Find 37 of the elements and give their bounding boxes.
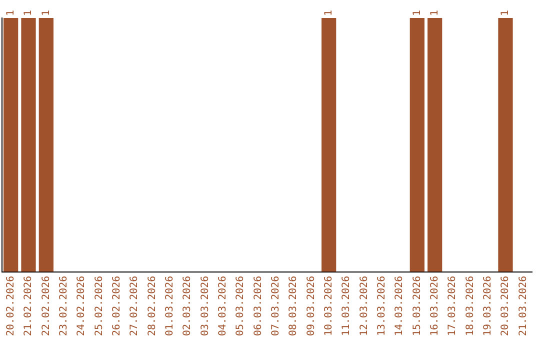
data-label: 1	[412, 10, 423, 16]
x-tick-label: 06.03.2026	[252, 276, 264, 336]
data-label: 1	[500, 10, 512, 16]
x-tick-label: 10.03.2026	[323, 276, 334, 336]
x-tick-label: 28.02.2026	[146, 276, 158, 336]
x-tick-label: 13.03.2026	[376, 276, 388, 336]
x-tick-label: 21.03.2026	[518, 276, 529, 336]
x-tick-label: 09.03.2026	[306, 276, 317, 336]
data-label: 1	[23, 10, 34, 16]
x-tick-label: 12.03.2026	[358, 276, 370, 336]
x-tick-label: 05.03.2026	[235, 276, 246, 336]
x-tick-label: 02.03.2026	[182, 276, 194, 336]
x-tick-label: 22.02.2026	[40, 276, 52, 336]
x-tick-label: 14.03.2026	[394, 276, 406, 336]
data-label: 1	[429, 10, 440, 16]
data-label: 1	[5, 10, 16, 16]
data-label: 1	[323, 10, 334, 16]
x-tick-label: 20.03.2026	[500, 276, 512, 336]
x-tick-label: 25.02.2026	[94, 276, 105, 336]
data-label: 1	[40, 10, 52, 16]
x-tick-label: 17.03.2026	[447, 276, 458, 336]
x-tick-label: 03.03.2026	[200, 276, 211, 336]
x-tick-label: 24.02.2026	[76, 276, 88, 336]
x-tick-label: 19.03.2026	[482, 276, 494, 336]
x-tick-label: 01.03.2026	[164, 276, 176, 336]
x-tick-label: 23.02.2026	[58, 276, 70, 336]
x-tick-label: 07.03.2026	[270, 276, 282, 336]
x-tick-label: 27.02.2026	[129, 276, 140, 336]
x-tick-label: 18.03.2026	[464, 276, 476, 336]
x-tick-label: 15.03.2026	[412, 276, 423, 336]
x-tick-label: 11.03.2026	[341, 276, 352, 336]
x-tick-label: 26.02.2026	[111, 276, 122, 336]
x-tick-label: 04.03.2026	[217, 276, 228, 336]
x-tick-label: 20.02.2026	[5, 276, 16, 336]
x-tick-label: 21.02.2026	[23, 276, 34, 336]
x-tick-label: 08.03.2026	[288, 276, 300, 336]
x-tick-label: 16.03.2026	[429, 276, 440, 336]
